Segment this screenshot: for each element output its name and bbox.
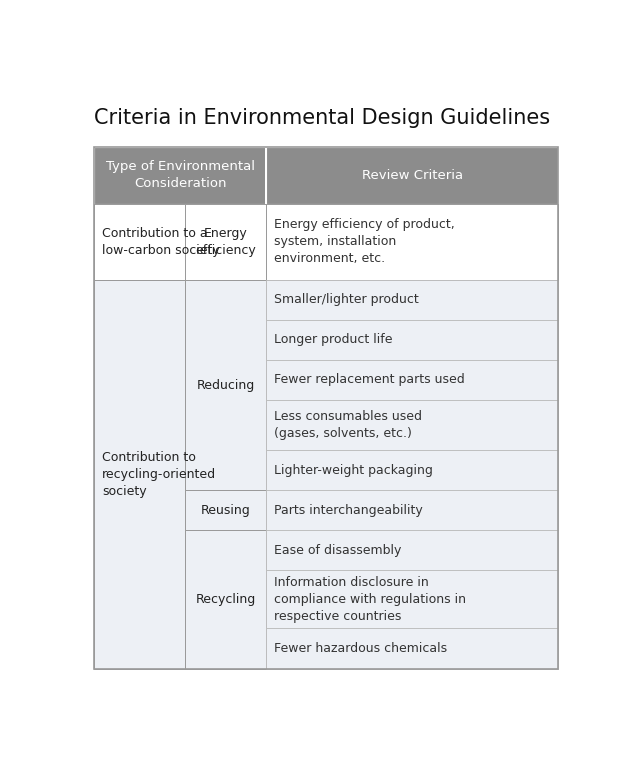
Text: Ease of disassembly: Ease of disassembly [273, 544, 401, 557]
Text: Energy
efficiency: Energy efficiency [195, 227, 256, 257]
Text: Recycling: Recycling [196, 593, 255, 606]
Bar [266, 530, 559, 571]
Text: Contribution to
recycling-oriented
society: Contribution to recycling-oriented socie… [102, 451, 216, 498]
Bar [266, 629, 559, 668]
Text: Review Criteria: Review Criteria [362, 169, 463, 182]
Text: Longer product life: Longer product life [273, 333, 392, 346]
Text: Lighter-weight packaging: Lighter-weight packaging [273, 464, 433, 477]
Text: Less consumables used
(gases, solvents, etc.): Less consumables used (gases, solvents, … [273, 410, 422, 440]
Bar [185, 530, 266, 668]
Text: Reducing: Reducing [196, 379, 255, 392]
Text: Type of Environmental
Consideration: Type of Environmental Consideration [106, 161, 255, 190]
Bar [185, 280, 266, 490]
Bar [94, 204, 185, 280]
Text: Parts interchangeability: Parts interchangeability [273, 504, 422, 517]
Text: Smaller/lighter product: Smaller/lighter product [273, 294, 419, 307]
Text: Contribution to a
low-carbon society: Contribution to a low-carbon society [102, 227, 220, 257]
Text: Information disclosure in
compliance with regulations in
respective countries: Information disclosure in compliance wit… [273, 576, 466, 623]
Text: Reusing: Reusing [201, 504, 250, 517]
Bar [266, 204, 559, 280]
Text: Fewer hazardous chemicals: Fewer hazardous chemicals [273, 642, 447, 655]
Bar [185, 490, 266, 530]
Text: Fewer replacement parts used: Fewer replacement parts used [273, 374, 464, 387]
Bar [264, 147, 266, 204]
Bar [266, 320, 559, 360]
Bar [266, 280, 559, 320]
Bar [94, 147, 266, 204]
Bar [266, 147, 559, 204]
Bar [266, 451, 559, 490]
Text: Criteria in Environmental Design Guidelines: Criteria in Environmental Design Guideli… [94, 108, 550, 128]
Bar [266, 400, 559, 451]
Bar [266, 571, 559, 629]
Bar [94, 280, 185, 668]
Bar [94, 147, 559, 668]
Bar [266, 360, 559, 400]
Bar [266, 490, 559, 530]
Text: Energy efficiency of product,
system, installation
environment, etc.: Energy efficiency of product, system, in… [273, 218, 454, 266]
Bar [185, 204, 266, 280]
